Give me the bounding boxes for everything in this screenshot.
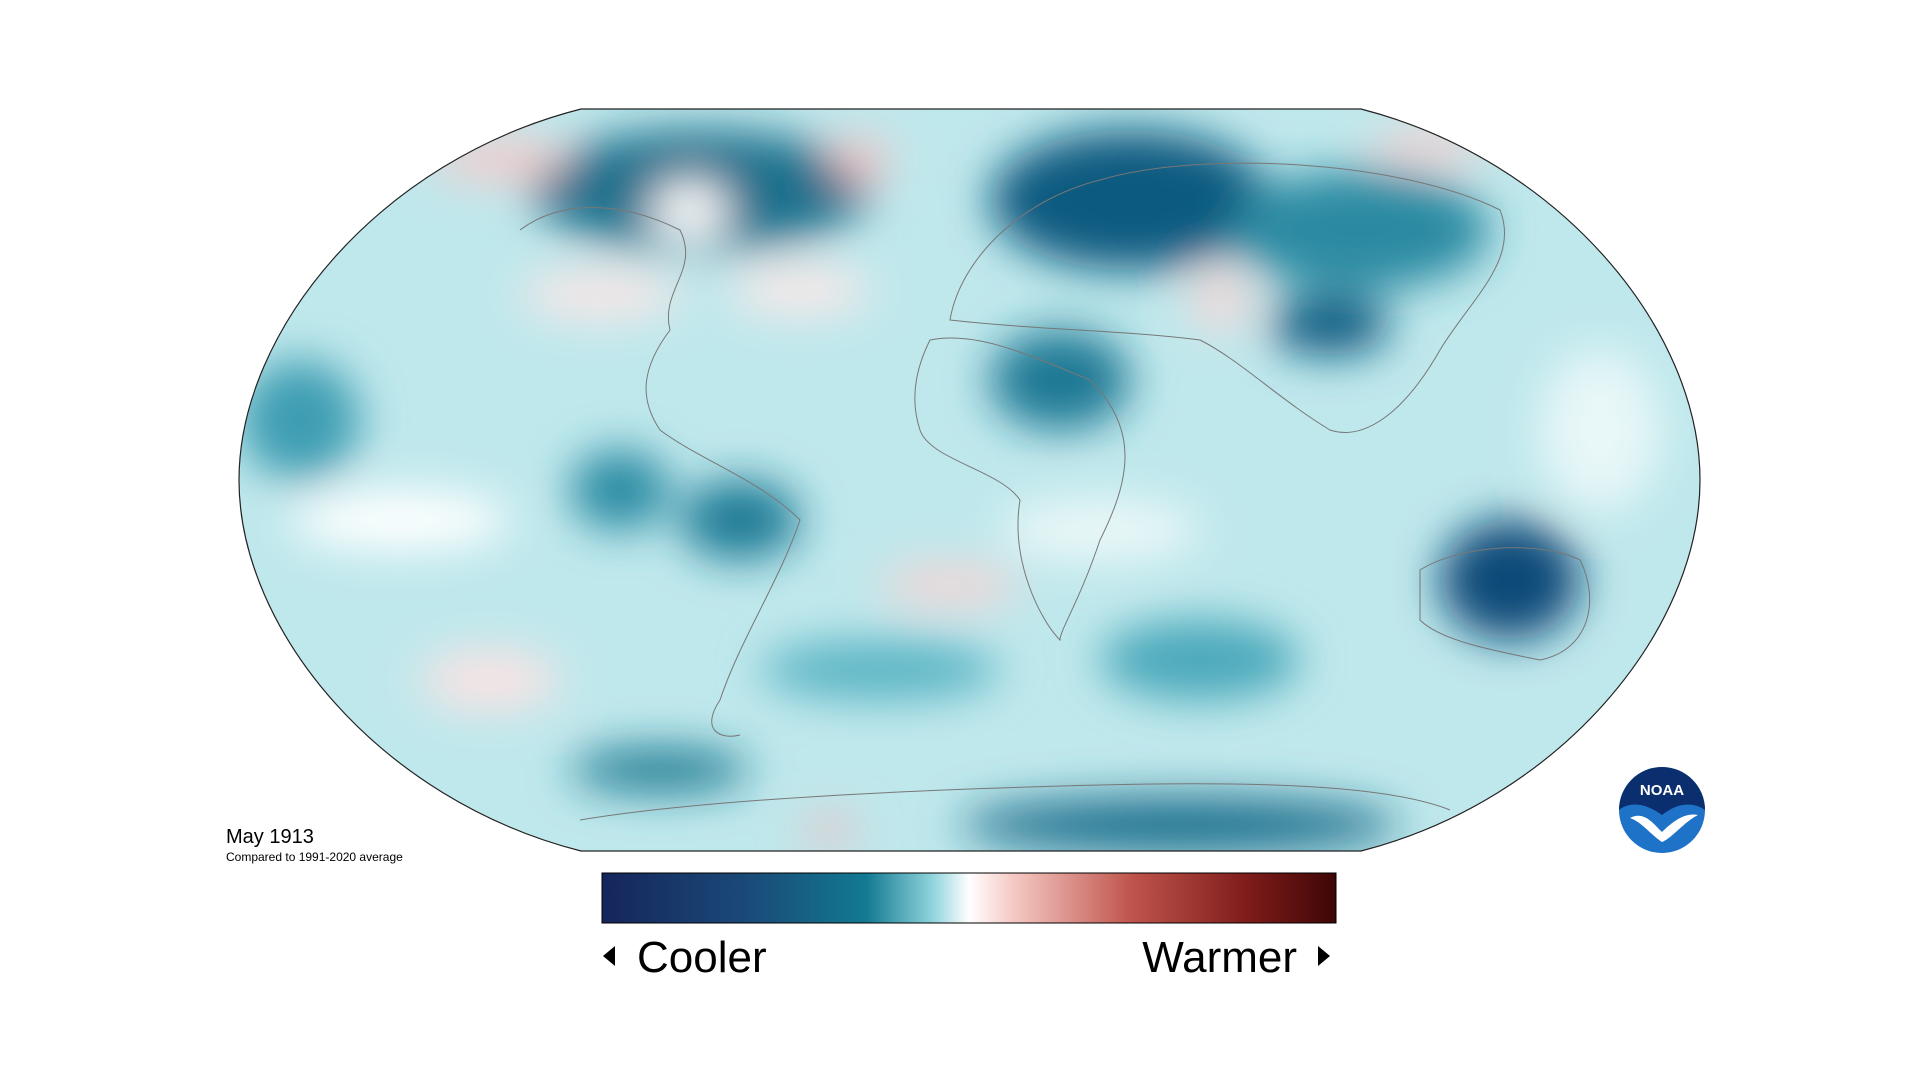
map-subtitle: Compared to 1991-2020 average <box>226 850 403 864</box>
logo-text: NOAA <box>1640 782 1684 799</box>
anomaly-map <box>239 109 1700 851</box>
map-title: May 1913 <box>226 826 314 848</box>
legend-low-label: Cooler <box>637 933 767 982</box>
color-scale <box>601 872 1337 924</box>
noaa-logo: NOAA <box>1619 767 1705 853</box>
arrow-right <box>1318 946 1330 966</box>
coastlines <box>519 162 1591 821</box>
legend-high-label: Warmer <box>1142 933 1297 982</box>
arrow-left <box>603 946 615 966</box>
map-border <box>238 108 1701 852</box>
